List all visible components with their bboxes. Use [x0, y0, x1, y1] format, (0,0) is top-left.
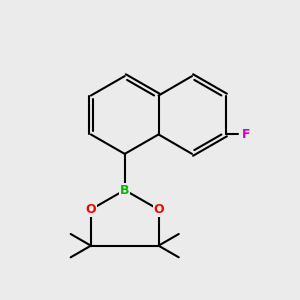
Text: B: B — [120, 184, 130, 196]
Text: O: O — [85, 203, 96, 216]
Text: F: F — [242, 128, 250, 141]
Text: O: O — [153, 203, 164, 216]
